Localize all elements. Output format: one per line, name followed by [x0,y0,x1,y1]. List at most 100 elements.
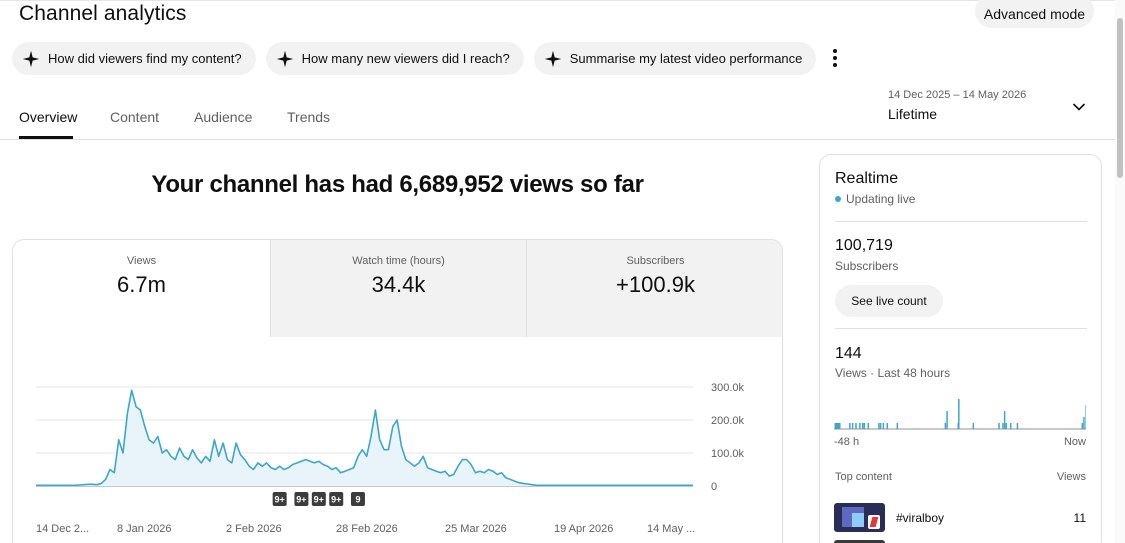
realtime-bar [1003,411,1006,429]
tab-content[interactable]: Content [110,109,160,125]
chip-summarise-latest-video[interactable]: Summarise my latest video performance [533,42,817,75]
realtime-bar [972,423,975,429]
tab-audience[interactable]: Audience [194,109,253,125]
top-divider [0,0,1125,1]
x-tick-label: 14 May ... [647,523,695,535]
top-content-row[interactable]: #viralboy 11 [834,503,1088,533]
realtime-bar [1016,423,1019,429]
video-marker[interactable]: 9+ [294,492,309,506]
realtime-title: Realtime [835,170,899,187]
realtime-bar [882,423,885,429]
realtime-bar [836,423,838,429]
x-tick-label: 8 Jan 2026 [117,523,171,535]
tabs-divider [0,139,1115,140]
chart-line [36,389,693,487]
realtime-bar [1083,417,1085,429]
y-tick-label: 200.0k [711,415,745,427]
y-tick-label: 0 [711,481,717,493]
realtime-bar [998,423,1000,429]
realtime-bar [849,423,851,429]
video-thumbnail[interactable] [834,540,885,543]
video-title[interactable]: #viralboy [896,511,945,525]
views-headline: Your channel has had 6,689,952 views so … [151,171,644,198]
realtime-bar [1010,423,1012,429]
y-tick-label: 300.0k [711,382,745,394]
divider [835,328,1087,329]
top-content-views-label: Views [1056,471,1086,483]
chart-area [36,390,693,486]
svg-text:9+: 9+ [314,495,324,505]
metric-value: 6.7m [117,272,166,297]
scrollbar-thumb[interactable] [1117,18,1123,178]
x-tick-label: 14 Dec 2... [36,523,89,535]
realtime-bar [896,423,899,429]
metric-views[interactable]: Views 6.7m [13,240,270,337]
realtime-bar [851,423,854,429]
video-marker[interactable]: 9 [350,492,365,506]
x-tick-label: 25 Mar 2026 [445,523,507,535]
realtime-bar [879,423,882,429]
realtime-axis-start: -48 h [834,436,859,448]
realtime-bar [839,423,841,429]
date-range-label[interactable]: Lifetime [888,106,938,122]
active-tab-indicator [19,136,73,139]
metric-watch-time[interactable]: Watch time (hours) 34.4k [270,240,526,337]
realtime-bar [863,423,866,429]
realtime-status: Updating live [835,192,915,206]
realtime-bar [1005,423,1008,429]
metric-subscribers[interactable]: Subscribers +100.9k [526,240,782,337]
page-title: Channel analytics [19,2,187,25]
realtime-axis-end: Now [1064,436,1086,448]
advanced-mode-button[interactable]: Advanced mode [975,0,1094,28]
subscribers-count: 100,719 [835,237,893,254]
realtime-bar [1085,405,1086,429]
svg-text:9+: 9+ [275,495,285,505]
svg-text:9: 9 [355,495,360,505]
realtime-bar [837,423,840,429]
metric-label: Views [126,255,157,267]
suggestion-chips: How did viewers find my content? How man… [12,42,817,75]
x-tick-label: 19 Apr 2026 [554,523,613,535]
tab-trends[interactable]: Trends [287,109,331,125]
metric-label: Subscribers [626,255,685,267]
metric-value: 34.4k [371,272,426,297]
realtime-bar [958,399,960,429]
video-marker[interactable]: 9+ [311,492,326,506]
x-tick-label: 28 Feb 2026 [336,523,398,535]
svg-text:9+: 9+ [296,495,306,505]
video-marker[interactable]: 9+ [272,492,287,506]
realtime-bar [867,423,870,429]
x-tick-label: 2 Feb 2026 [226,523,282,535]
video-marker[interactable]: 9+ [329,492,344,506]
realtime-bar [859,423,861,429]
realtime-bar [886,423,889,429]
realtime-bar [861,423,864,429]
realtime-card: Realtime Updating live 100,719 Subscribe… [819,154,1102,543]
metric-value: +100.9k [616,272,695,297]
realtime-bar [946,411,948,429]
chip-viewers-find-content[interactable]: How did viewers find my content? [12,42,256,75]
see-live-count-button[interactable]: See live count [835,285,943,317]
realtime-bar [944,423,947,429]
y-tick-label: 100.0k [711,448,745,460]
views-48h-label: Views · Last 48 hours [835,366,951,380]
divider [835,221,1087,222]
metric-label: Watch time (hours) [352,255,445,267]
sparkle-icon [544,50,561,67]
top-content-label: Top content [835,471,892,483]
realtime-bar-chart[interactable]: -48 h Now [834,393,1086,453]
video-views: 11 [1073,511,1086,525]
chip-label: Summarise my latest video performance [569,51,803,66]
tab-overview[interactable]: Overview [19,109,78,125]
realtime-status-label: Updating live [846,192,916,206]
video-thumbnail[interactable] [834,503,885,532]
chip-label: How many new viewers did I reach? [301,51,510,66]
realtime-bar [855,423,857,429]
views-chart[interactable]: 300.0k 200.0k 100.0k 0 9+ 9+ 9+ 9+ 9 14 Dec 2... 8… [13,337,783,543]
chip-new-viewers[interactable]: How many new viewers did I reach? [265,42,524,75]
chevron-down-icon[interactable] [1071,99,1087,115]
more-options-icon[interactable] [826,46,844,70]
scrollbar-track[interactable] [1115,0,1125,543]
date-range-dates[interactable]: 14 Dec 2025 – 14 May 2026 [888,89,1027,101]
